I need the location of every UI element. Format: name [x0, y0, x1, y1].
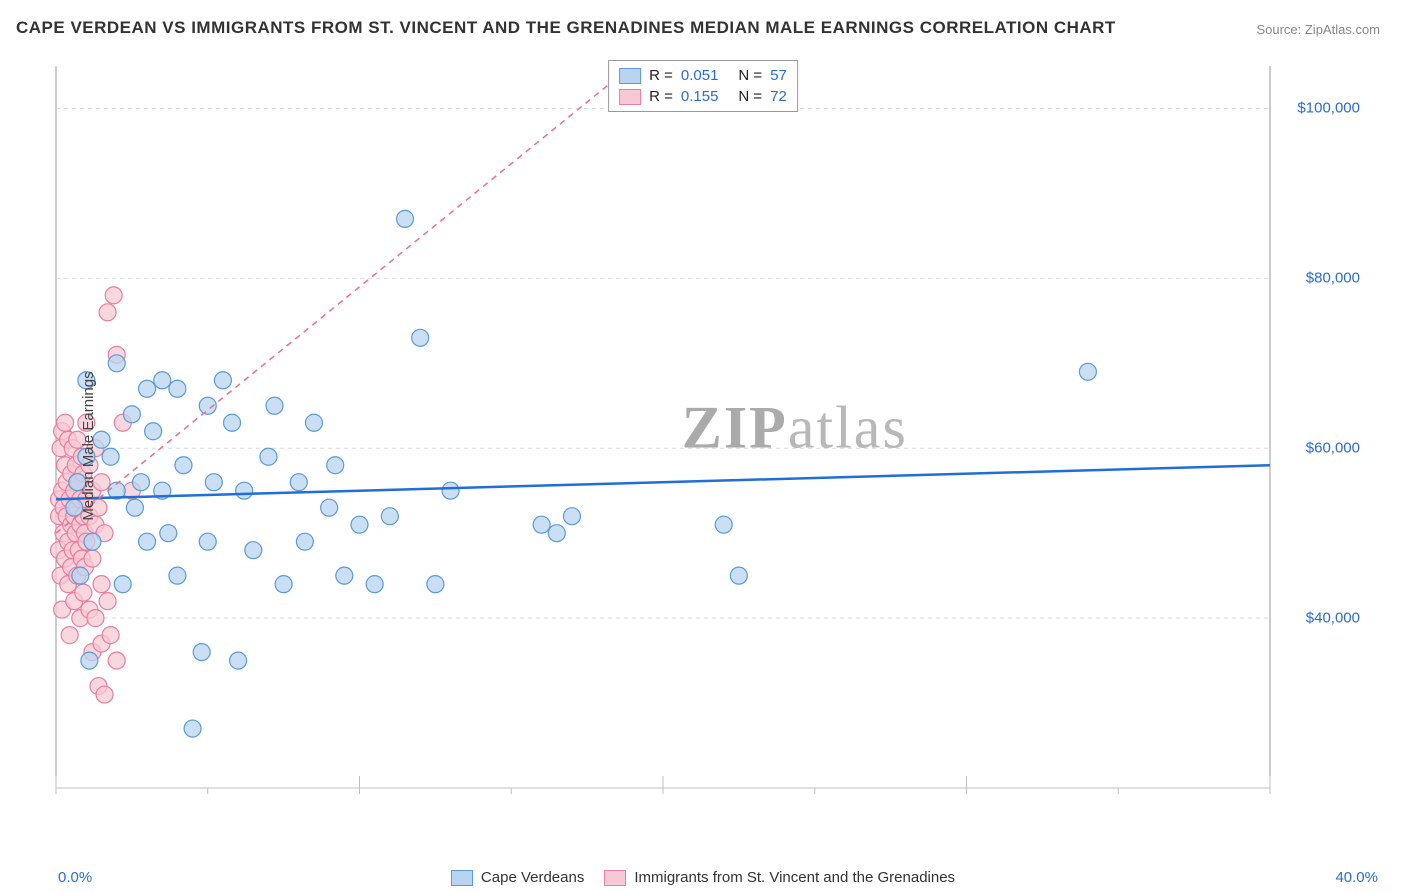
y-axis-label: Median Male Earnings: [80, 371, 97, 520]
n-value-1: 57: [770, 67, 787, 84]
swatch-series-2: [619, 89, 641, 105]
correlation-legend: R = 0.051 N = 57 R = 0.155 N = 72: [608, 60, 798, 112]
series-legend: Cape Verdeans Immigrants from St. Vincen…: [0, 869, 1406, 886]
series-2-label: Immigrants from St. Vincent and the Gren…: [634, 869, 955, 886]
swatch-series-1b: [451, 870, 473, 886]
legend-item-1: Cape Verdeans: [451, 869, 584, 886]
watermark-atlas: atlas: [788, 395, 908, 461]
n-label-2: N =: [738, 88, 762, 105]
y-tick: $80,000: [1306, 270, 1360, 287]
n-value-2: 72: [770, 88, 787, 105]
y-tick: $100,000: [1297, 100, 1360, 117]
r-value-1: 0.051: [681, 67, 719, 84]
n-label-1: N =: [738, 67, 762, 84]
legend-row-2: R = 0.155 N = 72: [619, 86, 787, 107]
r-value-2: 0.155: [681, 88, 719, 105]
series-1-label: Cape Verdeans: [481, 869, 584, 886]
watermark: ZIPatlas: [682, 394, 908, 463]
y-tick: $60,000: [1306, 440, 1360, 457]
source-attribution: Source: ZipAtlas.com: [1256, 22, 1380, 37]
r-label-1: R =: [649, 67, 673, 84]
watermark-zip: ZIP: [682, 395, 788, 461]
legend-item-2: Immigrants from St. Vincent and the Gren…: [604, 869, 955, 886]
r-label-2: R =: [649, 88, 673, 105]
chart-title: CAPE VERDEAN VS IMMIGRANTS FROM ST. VINC…: [16, 18, 1116, 38]
swatch-series-1: [619, 68, 641, 84]
swatch-series-2b: [604, 870, 626, 886]
plot-area: ZIPatlas $40,000 $60,000 $80,000 $100,000: [50, 54, 1380, 834]
legend-row-1: R = 0.051 N = 57: [619, 65, 787, 86]
y-tick: $40,000: [1306, 610, 1360, 627]
